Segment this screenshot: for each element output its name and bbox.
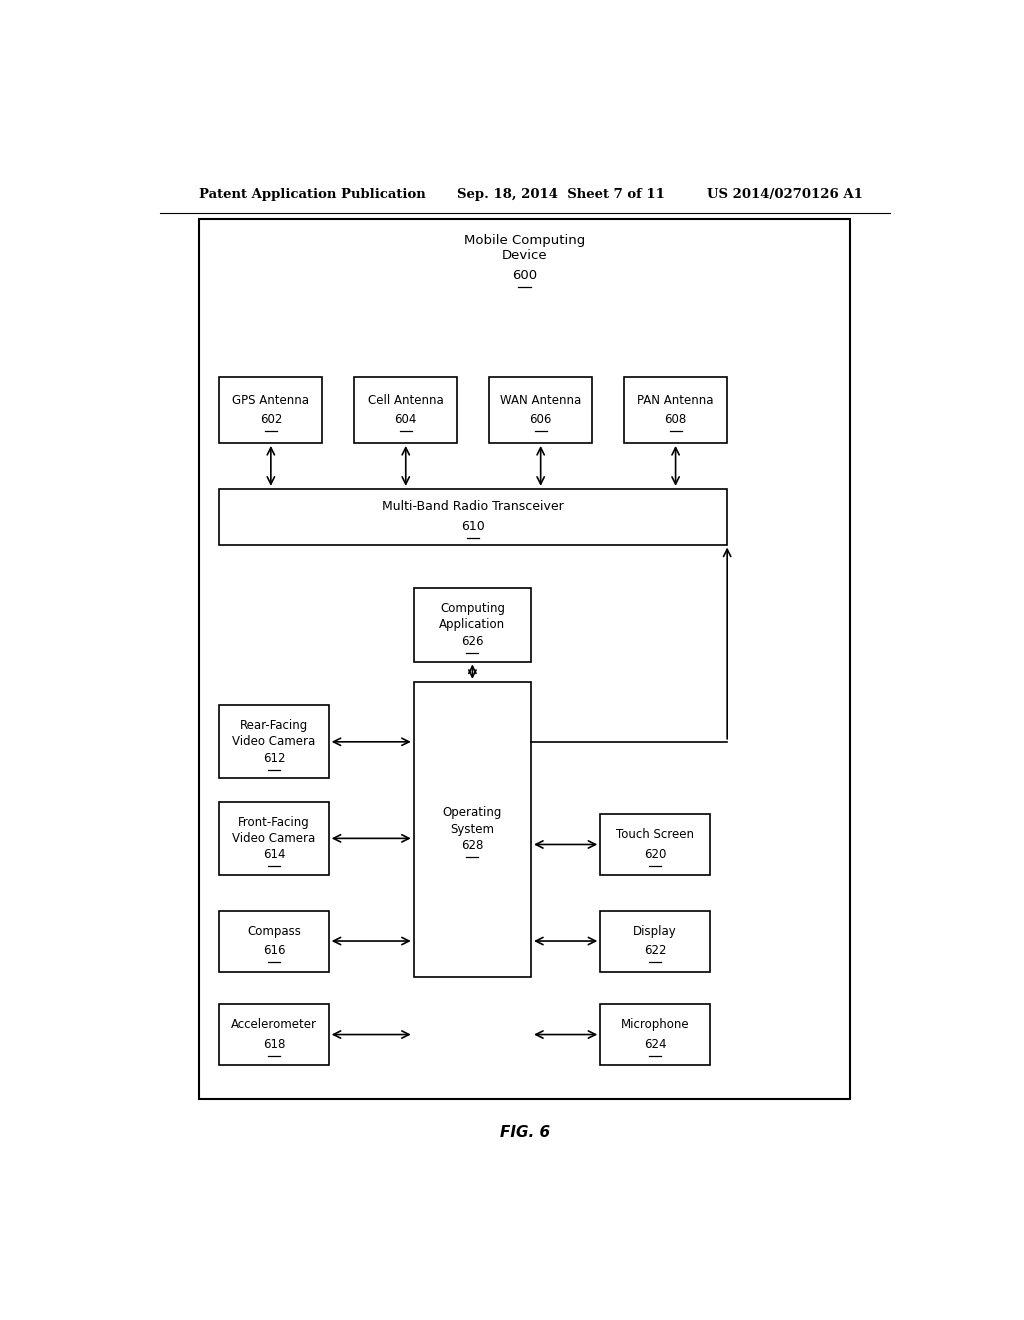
Text: 606: 606	[529, 413, 552, 426]
Text: GPS Antenna: GPS Antenna	[232, 393, 309, 407]
Text: 624: 624	[644, 1038, 667, 1051]
Text: 608: 608	[665, 413, 687, 426]
FancyBboxPatch shape	[219, 488, 727, 545]
Text: 610: 610	[462, 520, 485, 533]
FancyBboxPatch shape	[354, 378, 458, 444]
Text: 618: 618	[263, 1038, 286, 1051]
Text: Multi-Band Radio Transceiver: Multi-Band Radio Transceiver	[382, 500, 564, 513]
Text: Operating: Operating	[442, 807, 502, 820]
Text: US 2014/0270126 A1: US 2014/0270126 A1	[708, 189, 863, 202]
FancyBboxPatch shape	[219, 801, 329, 875]
FancyBboxPatch shape	[600, 1005, 710, 1065]
Text: Touch Screen: Touch Screen	[616, 828, 694, 841]
Text: Microphone: Microphone	[621, 1018, 689, 1031]
Text: Sep. 18, 2014  Sheet 7 of 11: Sep. 18, 2014 Sheet 7 of 11	[458, 189, 666, 202]
FancyBboxPatch shape	[414, 682, 531, 977]
FancyBboxPatch shape	[219, 378, 323, 444]
Text: PAN Antenna: PAN Antenna	[637, 393, 714, 407]
Text: WAN Antenna: WAN Antenna	[500, 393, 582, 407]
Text: FIG. 6: FIG. 6	[500, 1125, 550, 1139]
Text: Display: Display	[633, 925, 677, 937]
FancyBboxPatch shape	[219, 705, 329, 779]
Text: 600: 600	[512, 269, 538, 281]
Text: Video Camera: Video Camera	[232, 735, 315, 748]
Text: Application: Application	[439, 619, 506, 631]
Text: Computing: Computing	[440, 602, 505, 615]
FancyBboxPatch shape	[219, 911, 329, 972]
Text: 614: 614	[263, 849, 286, 861]
Text: 622: 622	[644, 944, 667, 957]
FancyBboxPatch shape	[219, 1005, 329, 1065]
Text: 616: 616	[263, 944, 286, 957]
FancyBboxPatch shape	[414, 589, 531, 661]
FancyBboxPatch shape	[600, 814, 710, 875]
Text: Accelerometer: Accelerometer	[231, 1018, 317, 1031]
FancyBboxPatch shape	[624, 378, 727, 444]
Text: 602: 602	[260, 413, 282, 426]
Text: 604: 604	[394, 413, 417, 426]
Text: Video Camera: Video Camera	[232, 832, 315, 845]
FancyBboxPatch shape	[600, 911, 710, 972]
FancyBboxPatch shape	[489, 378, 592, 444]
Text: Rear-Facing: Rear-Facing	[240, 719, 308, 733]
Text: System: System	[451, 822, 495, 836]
Text: Front-Facing: Front-Facing	[239, 816, 310, 829]
Text: 620: 620	[644, 847, 667, 861]
Text: Cell Antenna: Cell Antenna	[368, 393, 443, 407]
Text: 626: 626	[461, 635, 483, 648]
Text: 628: 628	[461, 840, 483, 851]
FancyBboxPatch shape	[200, 219, 850, 1098]
Text: 612: 612	[263, 751, 286, 764]
Text: Patent Application Publication: Patent Application Publication	[200, 189, 426, 202]
Text: Mobile Computing
Device: Mobile Computing Device	[464, 234, 586, 261]
Text: Compass: Compass	[247, 925, 301, 937]
